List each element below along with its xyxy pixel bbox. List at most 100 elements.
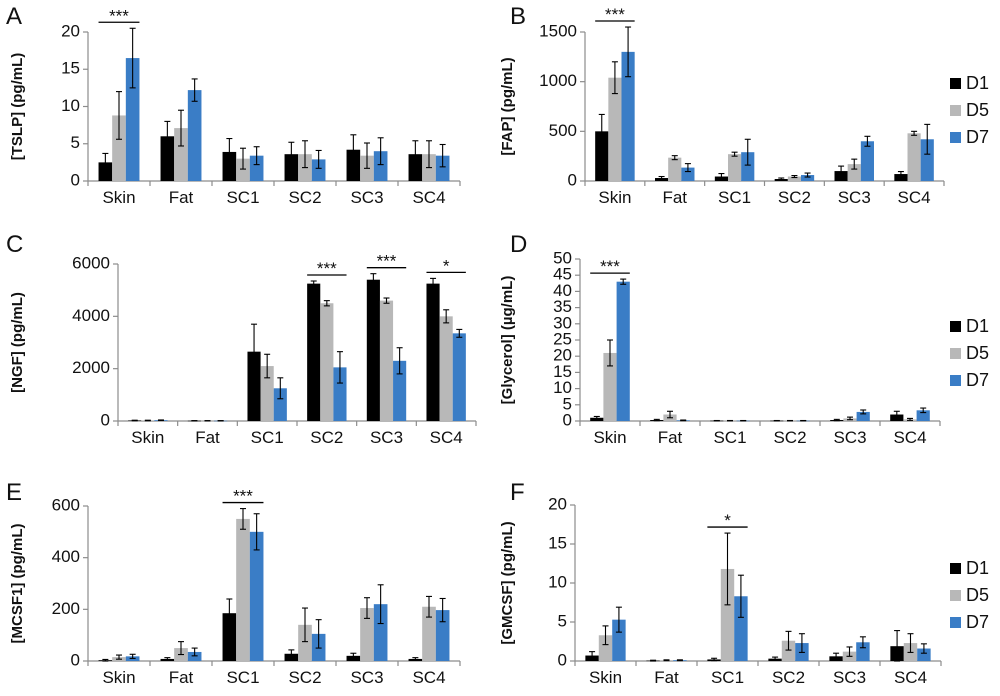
bar-d7 [452, 333, 466, 421]
bar-d5 [112, 115, 126, 181]
bar-d7 [681, 167, 695, 181]
legend-swatch-d5 [950, 105, 961, 116]
bar-d1 [307, 283, 321, 421]
legend-label: D1 [966, 558, 989, 578]
bar-d7 [125, 58, 140, 182]
panel-letter: E [6, 479, 22, 506]
bar-d5 [379, 300, 394, 421]
y-tick-label: 50 [553, 248, 572, 267]
x-tick-label: SC3 [833, 428, 866, 447]
y-tick-label: 200 [52, 599, 80, 618]
x-tick-label: Fat [658, 428, 683, 447]
y-tick-label: 20 [61, 21, 80, 40]
panel-a: A [TSLP] (pg/mL) 0 5 10 15 20 Skin Fat SC1 SC2 SC3 S… [6, 3, 461, 207]
bar-d7 [916, 410, 930, 421]
bar-d7 [856, 642, 870, 661]
panel-letter: C [6, 231, 23, 258]
x-tick-label: SC4 [894, 668, 927, 687]
bar-d5 [174, 128, 188, 181]
significance-label: *** [317, 259, 337, 278]
bar-d5 [298, 624, 312, 661]
bar-d7 [373, 151, 388, 181]
y-tick-label: 20 [553, 346, 572, 365]
significance-label: *** [600, 257, 620, 276]
bar-d1 [247, 351, 261, 421]
bar-d7 [800, 175, 815, 181]
x-tick-label: SC2 [778, 188, 811, 207]
y-tick-label: 0 [71, 170, 80, 189]
x-tick-label: Skin [589, 668, 622, 687]
legend-swatch-d1 [950, 321, 961, 332]
x-tick-label: SC4 [898, 188, 931, 207]
bar-d1 [595, 131, 609, 181]
legend-swatch-d1 [950, 78, 961, 89]
x-tick-label: SC1 [718, 188, 751, 207]
x-tick-label: SC4 [430, 428, 463, 447]
y-tick-label: 0 [558, 650, 567, 669]
legend: D1 D5 D7 [950, 558, 989, 632]
bar-d7 [435, 610, 450, 661]
bar-d5 [668, 157, 682, 181]
bar-d7 [734, 596, 748, 661]
panel-e: E [MCSF1] (pg/mL) 0 200 400 600 Skin Fat SC1 SC2 S… [6, 479, 461, 687]
panel-letter: A [6, 3, 22, 30]
bar-d5 [422, 606, 436, 661]
legend: D1 D5 D7 [950, 316, 989, 390]
x-tick-label: SC3 [350, 188, 383, 207]
bar-d1 [346, 149, 361, 181]
x-tick-label: SC1 [713, 428, 746, 447]
significance-label: * [443, 256, 450, 275]
bar-d1 [160, 136, 175, 181]
y-tick-label: 0 [568, 170, 577, 189]
bar-d5 [603, 352, 617, 421]
x-tick-label: SC3 [833, 668, 866, 687]
bar-d5 [787, 176, 801, 181]
y-axis-label: [GMCSF] (pg/mL) [499, 521, 516, 644]
x-tick-label: Skin [598, 188, 631, 207]
bar-d7 [187, 90, 202, 181]
x-tick-label: SC1 [226, 668, 259, 687]
y-tick-label: 10 [553, 378, 572, 397]
y-tick-label: 500 [549, 121, 577, 140]
x-tick-label: Fat [169, 188, 194, 207]
significance-label: * [724, 511, 731, 530]
x-tick-label: Fat [662, 188, 687, 207]
y-tick-label: 0 [101, 410, 110, 429]
bar-d5 [608, 77, 622, 181]
legend-swatch-d5 [950, 590, 961, 601]
y-tick-label: 1000 [539, 71, 577, 90]
bar-d1 [284, 154, 299, 181]
bar-d5 [720, 568, 735, 661]
y-tick-label: 35 [553, 297, 572, 316]
bar-d1 [426, 283, 440, 421]
legend-label: D5 [966, 343, 989, 363]
legend: D1 D5 D7 [950, 73, 989, 147]
bar-d5 [439, 316, 453, 421]
y-tick-label: 20 [548, 494, 567, 513]
significance-label: *** [605, 5, 625, 24]
y-tick-label: 45 [553, 265, 572, 284]
panel-letter: D [510, 231, 527, 258]
y-tick-label: 15 [553, 362, 572, 381]
y-axis-label: [MCSF1] (pg/mL) [9, 524, 26, 644]
y-tick-label: 600 [52, 495, 80, 514]
bar-d7 [373, 604, 388, 661]
legend-label: D7 [966, 370, 989, 390]
x-tick-label: SC2 [310, 428, 343, 447]
y-tick-label: 30 [553, 313, 572, 332]
x-tick-label: SC2 [288, 668, 321, 687]
y-tick-label: 1500 [539, 21, 577, 40]
x-tick-label: Fat [169, 668, 194, 687]
significance-label: *** [377, 252, 397, 271]
bar-d7 [917, 648, 931, 661]
x-tick-label: SC4 [893, 428, 926, 447]
bar-d7 [273, 388, 287, 421]
y-tick-label: 10 [548, 572, 567, 591]
y-tick-label: 2000 [72, 358, 110, 377]
bar-d5 [236, 518, 250, 661]
x-tick-label: Skin [102, 668, 135, 687]
legend-swatch-d7 [950, 132, 961, 143]
y-tick-label: 6000 [72, 253, 110, 272]
